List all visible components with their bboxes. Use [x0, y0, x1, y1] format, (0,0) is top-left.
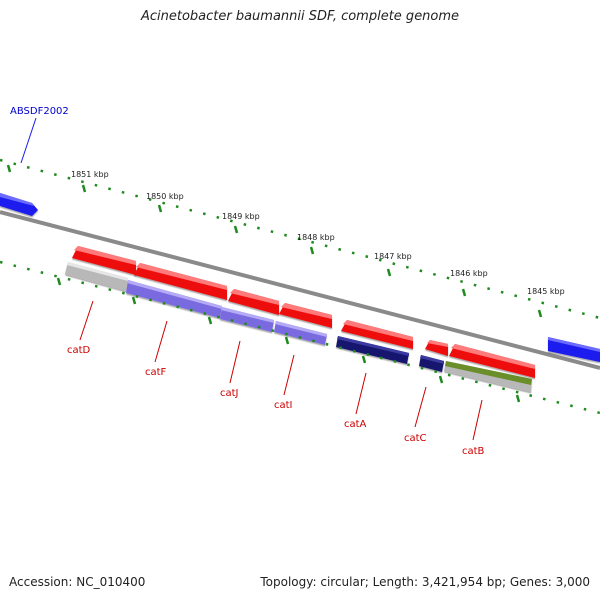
gene-catF-arrow — [134, 263, 227, 300]
outer-tick-track — [0, 158, 600, 320]
outer-minor-ticks — [0, 158, 600, 320]
gene-catJ-arrow — [228, 289, 279, 315]
gene-label-catA: catA — [344, 419, 367, 430]
scale-labels: 1851 kbp 1850 kbp 1849 kbp 1848 kbp 1847… — [71, 170, 565, 296]
outer-major-ticks — [6, 164, 543, 318]
cds-row — [65, 262, 532, 392]
cds-catI-bar — [274, 321, 327, 345]
top-gene-label: ABSDF2002 — [10, 106, 69, 117]
cds-catJ-bar — [220, 307, 274, 332]
inner-major-ticks — [56, 277, 521, 403]
gene-label-catD: catD — [67, 345, 91, 356]
gene-label-catI: catI — [274, 400, 293, 411]
red-gene-row — [72, 246, 535, 378]
scale-label: 1849 kbp — [222, 212, 260, 221]
gene-label-catC: catC — [404, 433, 427, 444]
gene-labels: catD catF catJ catI catA catC catB — [67, 345, 485, 457]
scale-label: 1851 kbp — [71, 170, 109, 179]
gene-catI-arrow — [279, 303, 332, 328]
gene-right-edge — [548, 337, 600, 362]
scale-label: 1848 kbp — [297, 233, 335, 242]
gene-catA-arrow — [341, 320, 413, 349]
cds-catF-bar — [126, 280, 222, 318]
inner-minor-ticks — [0, 260, 600, 415]
gene-label-catB: catB — [462, 446, 485, 457]
scale-label: 1850 kbp — [146, 192, 184, 201]
gene-catD-arrow — [72, 246, 136, 275]
cds-catA-bar — [336, 336, 409, 364]
inner-tick-track — [0, 260, 600, 415]
gene-absdf2002 — [0, 193, 38, 216]
cds-catD-bar — [65, 262, 128, 291]
gene-leaders — [79, 300, 483, 441]
cds-catB-bar — [444, 361, 532, 392]
genome-backbone — [0, 210, 600, 370]
cds-catC-bar — [419, 355, 444, 372]
gene-catB-arrow — [449, 344, 535, 378]
gene-catC-arrow — [425, 340, 448, 356]
gene-label-catF: catF — [145, 367, 167, 378]
top-gene-leader — [20, 117, 37, 164]
accession-text: Accession: NC_010400 — [9, 575, 146, 589]
scale-label: 1845 kbp — [527, 287, 565, 296]
gene-label-catJ: catJ — [220, 388, 239, 399]
map-title: Acinetobacter baumannii SDF, complete ge… — [140, 9, 460, 24]
scale-label: 1846 kbp — [450, 269, 488, 278]
scale-label: 1847 kbp — [374, 252, 412, 261]
genome-summary-text: Topology: circular; Length: 3,421,954 bp… — [260, 575, 590, 589]
